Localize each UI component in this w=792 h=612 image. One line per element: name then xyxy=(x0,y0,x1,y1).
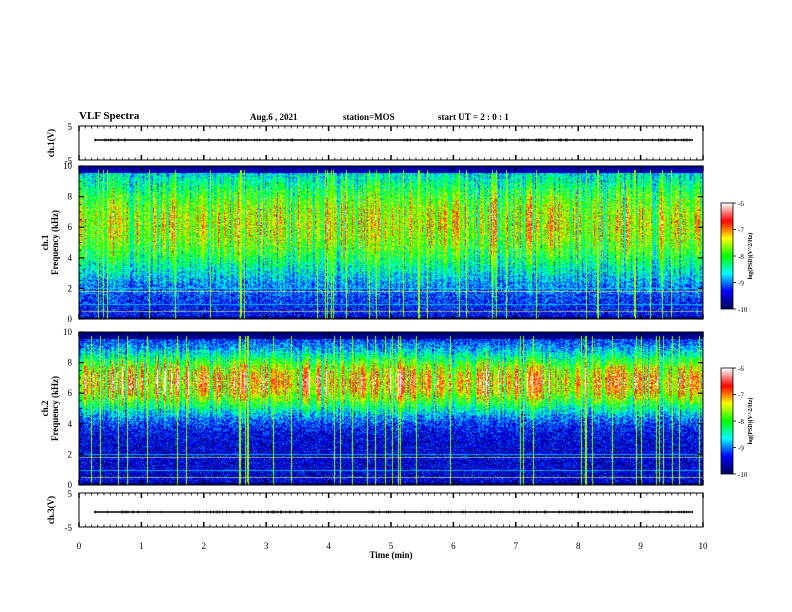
x-tick-label: 9 xyxy=(638,541,643,551)
x-tick-label: 8 xyxy=(576,541,581,551)
ch1-spectrogram-ylabel-channel: ch.1 xyxy=(40,234,50,250)
ch2-spectrogram-ylabel-frequency: Frequency (kHz) xyxy=(50,376,60,441)
ch1-spectrogram-ytick-label: 6 xyxy=(68,222,73,232)
ch1-spectrogram-ytick-label: 0 xyxy=(68,314,73,324)
x-tick-label: 10 xyxy=(699,541,709,551)
ch2-spectrogram-ytick-label: 0 xyxy=(68,480,73,490)
panel-frame-3 xyxy=(78,331,704,486)
ch3-waveform-ylabel: ch.3(V) xyxy=(46,496,56,524)
ch1-spectrogram-colorbar-title: log(PSD)(V^2/Hz) xyxy=(747,233,754,280)
x-tick-label: 1 xyxy=(139,541,144,551)
ch1-spectrogram-colorbar-label: -6 xyxy=(738,200,744,208)
x-tick-label: 7 xyxy=(514,541,519,551)
x-axis-label: Time (min) xyxy=(369,550,412,560)
ch1-colorbar-image xyxy=(721,203,733,309)
ch1-spectrogram-colorbar-label: -7 xyxy=(738,227,744,235)
ch1-waveform-ytick-top: 5 xyxy=(68,122,73,132)
start-ut-label: start UT = 2 : 0 : 1 xyxy=(438,112,509,122)
figure-title: VLF Spectra xyxy=(79,110,140,122)
ch1-spectrogram-ylabel-frequency: Frequency (kHz) xyxy=(50,210,60,275)
ch2-spectrogram-colorbar-label: -9 xyxy=(738,445,744,453)
station-label: station=MOS xyxy=(343,112,395,122)
ch3-waveform-ytick-bottom: -5 xyxy=(65,523,73,533)
ch1-spectrogram-colorbar-label: -8 xyxy=(738,253,744,261)
ch1-spectrogram-ytick-label: 2 xyxy=(68,283,73,293)
ch1-spectrogram-ytick-label: 10 xyxy=(63,161,73,171)
ch1-spectrogram-ytick-label: 8 xyxy=(68,192,73,202)
ch2-spectrogram-colorbar-title: log(PSD)(V^2/Hz) xyxy=(747,398,754,445)
ch2-spectrogram-image xyxy=(79,332,703,485)
ch2-spectrogram-ytick-label: 8 xyxy=(68,358,73,368)
x-tick-label: 4 xyxy=(326,541,331,551)
panel-frame-2 xyxy=(78,165,704,320)
ch2-spectrogram-ylabel-channel: ch.2 xyxy=(40,400,50,416)
ch1-spectrogram-colorbar-label: -9 xyxy=(738,280,744,288)
x-tick-label: 6 xyxy=(451,541,456,551)
x-tick-label: 0 xyxy=(77,541,82,551)
ch2-spectrogram-ytick-label: 6 xyxy=(68,388,73,398)
ch2-spectrogram-ytick-label: 4 xyxy=(68,419,73,429)
ch1-spectrogram-image xyxy=(79,166,703,319)
date-label: Aug.6 , 2021 xyxy=(250,112,298,122)
x-tick-label: 5 xyxy=(389,541,394,551)
ch2-spectrogram-colorbar-label: -7 xyxy=(738,392,744,400)
panel-frame-4 xyxy=(78,492,704,528)
ch2-spectrogram-ytick-label: 2 xyxy=(68,449,73,459)
ch2-spectrogram-colorbar-label: -6 xyxy=(738,365,744,373)
ch2-spectrogram-colorbar-frame xyxy=(720,367,734,475)
x-tick-label: 3 xyxy=(264,541,269,551)
ch1-waveform-ytick-bottom: -5 xyxy=(65,156,73,166)
ch1-spectrogram-colorbar-frame xyxy=(720,202,734,310)
ch2-colorbar-image xyxy=(721,368,733,474)
panel-frame-1 xyxy=(78,125,704,161)
ch2-spectrogram-colorbar-label: -8 xyxy=(738,418,744,426)
x-tick-label: 2 xyxy=(202,541,207,551)
ch1-waveform-ylabel: ch.1(V) xyxy=(46,129,56,157)
ch3-waveform-ytick-top: 5 xyxy=(68,489,73,499)
ch1-spectrogram-ytick-label: 4 xyxy=(68,253,73,263)
ch1-spectrogram-colorbar-label: -10 xyxy=(738,306,748,314)
ch2-spectrogram-colorbar-label: -10 xyxy=(738,471,748,479)
ch2-spectrogram-ytick-label: 10 xyxy=(63,327,73,337)
